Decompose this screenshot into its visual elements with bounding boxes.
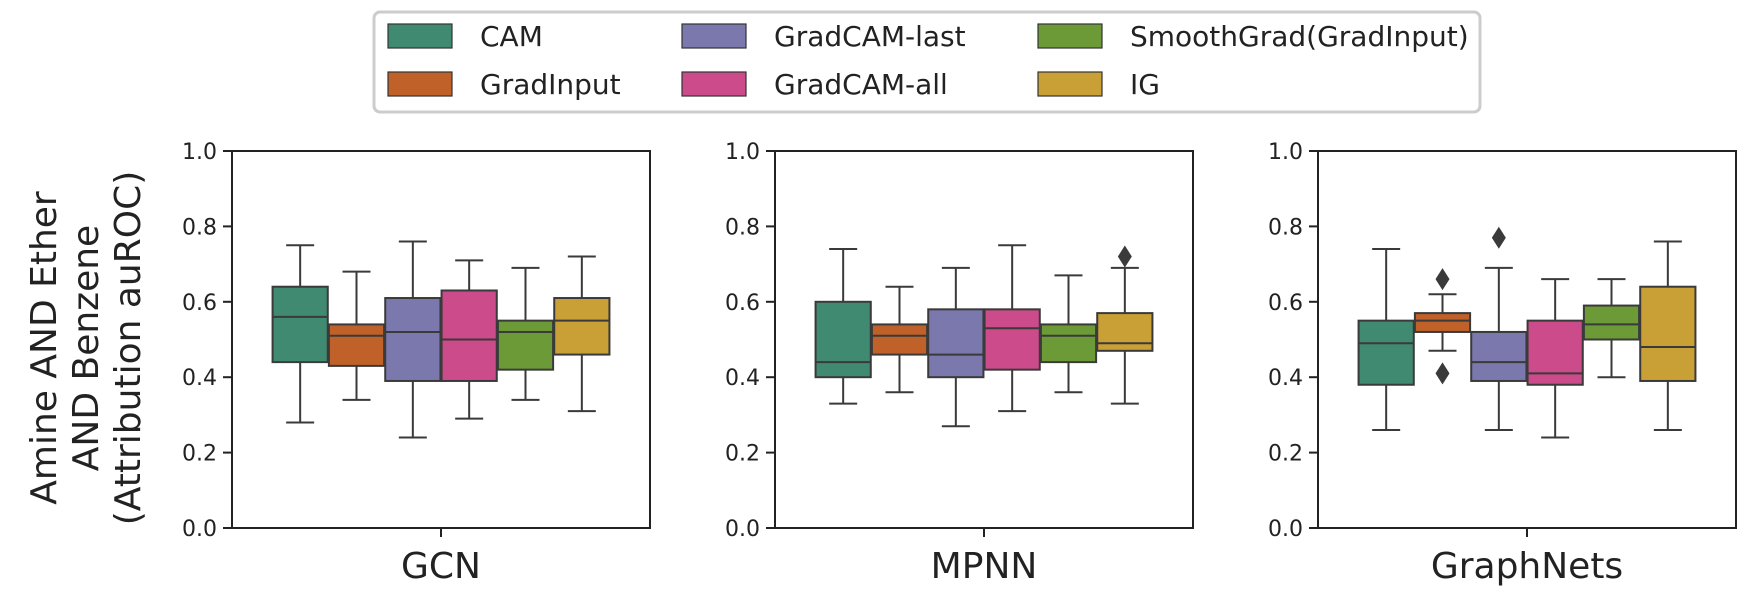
- y-tick-label: 0.6: [1268, 291, 1303, 316]
- box-iqr: [1582, 304, 1641, 341]
- outlier-point: [1435, 362, 1450, 385]
- box-iqr: [384, 297, 442, 382]
- y-tick-label: 0.0: [182, 517, 217, 542]
- box-gradinput: [1413, 268, 1472, 385]
- legend-item-smoothgrad-gradinput: SmoothGrad(GradInput): [1037, 20, 1469, 53]
- y-tick-label: 0.4: [182, 366, 217, 391]
- y-tick-label: 0.2: [725, 442, 760, 467]
- y-axis-label: Amine AND Ether AND Benzene (Attribution…: [24, 171, 149, 526]
- box-iqr: [1357, 319, 1415, 386]
- outlier-point: [1435, 268, 1450, 291]
- legend-label-smoothgrad-gradinput: SmoothGrad(GradInput): [1130, 20, 1469, 53]
- box-iqr: [1470, 330, 1528, 382]
- panel-mpnn: 0.0 0.2 0.4 0.6 0.8 1.0 MPNN: [725, 140, 1194, 587]
- x-tick-label-gcn: GCN: [401, 546, 481, 587]
- y-tick-label: 0.2: [182, 442, 217, 467]
- box-iqr: [1413, 312, 1472, 333]
- legend-swatch-cam: [387, 23, 453, 49]
- y-tick-label: 0.2: [1268, 442, 1303, 467]
- y-tick-label: 0.8: [182, 215, 217, 240]
- y-tick-label: 0.8: [1268, 215, 1303, 240]
- x-tick-label-graphnets: GraphNets: [1431, 546, 1623, 587]
- box-ig: [553, 255, 611, 413]
- legend-swatch-ig: [1037, 71, 1103, 97]
- y-axis-label-line-1: Amine AND Ether: [24, 191, 65, 505]
- legend-label-gradinput: GradInput: [480, 68, 621, 101]
- box-cam: [1357, 248, 1415, 431]
- box-smoothgrad-gradinput: [496, 266, 555, 401]
- y-axis-label-line-2: AND Benzene: [66, 225, 107, 471]
- box-gradcam-all: [983, 244, 1041, 413]
- box-iqr: [553, 297, 611, 356]
- legend-item-gradcam-all: GradCAM-all: [681, 68, 948, 101]
- y-tick-label: 0.0: [725, 517, 760, 542]
- box-iqr: [983, 308, 1041, 371]
- box-smoothgrad-gradinput: [1582, 278, 1641, 379]
- legend: CAM GradInput GradCAM-last GradCAM-all Smoot…: [372, 10, 1482, 114]
- box-iqr: [1039, 323, 1098, 364]
- legend-frame: [372, 10, 1482, 114]
- legend-item-gradcam-last: GradCAM-last: [681, 20, 966, 53]
- box-ig: [1096, 245, 1154, 405]
- legend-label-ig: IG: [1130, 68, 1160, 101]
- legend-item-ig: IG: [1037, 68, 1160, 101]
- box-iqr: [1526, 319, 1584, 386]
- legend-label-gradcam-all: GradCAM-all: [774, 68, 948, 101]
- outlier-point: [1491, 226, 1506, 249]
- box-gradcam-all: [440, 259, 498, 420]
- box-iqr: [927, 308, 985, 379]
- panel-graphnets: 0.0 0.2 0.4 0.6 0.8 1.0 GraphNets: [1268, 140, 1737, 587]
- y-tick-label: 0.6: [725, 291, 760, 316]
- outlier-point: [1117, 245, 1132, 268]
- box-gradcam-last: [927, 266, 985, 428]
- legend-item-gradinput: GradInput: [387, 68, 621, 101]
- box-iqr: [327, 323, 386, 367]
- legend-swatch-gradcam-all: [681, 71, 747, 97]
- box-cam: [271, 244, 329, 424]
- box-iqr: [1096, 312, 1154, 352]
- box-gradcam-last: [1470, 226, 1528, 431]
- y-tick-label: 0.6: [182, 291, 217, 316]
- y-tick-label: 0.4: [1268, 366, 1303, 391]
- panel-gcn: 0.0 0.2 0.4 0.6 0.8 1.0 GCN: [182, 140, 651, 587]
- box-iqr: [496, 319, 555, 371]
- y-axis-label-line-3: (Attribution auROC): [108, 171, 149, 526]
- y-tick-label: 1.0: [725, 140, 760, 165]
- box-gradinput: [327, 270, 386, 401]
- box-iqr: [271, 285, 329, 364]
- box-iqr: [814, 300, 872, 379]
- box-cam: [814, 248, 872, 405]
- box-iqr: [1639, 285, 1697, 382]
- y-tick-label: 0.8: [725, 215, 760, 240]
- y-tick-label: 0.0: [1268, 517, 1303, 542]
- box-gradcam-last: [384, 240, 442, 439]
- legend-swatch-smoothgrad-gradinput: [1037, 23, 1103, 49]
- box-gradcam-all: [1526, 278, 1584, 439]
- box-iqr: [440, 289, 498, 382]
- legend-swatch-gradcam-last: [681, 23, 747, 49]
- box-smoothgrad-gradinput: [1039, 274, 1098, 394]
- box-iqr: [870, 323, 929, 356]
- legend-label-cam: CAM: [480, 20, 543, 53]
- legend-item-cam: CAM: [387, 20, 543, 53]
- y-tick-label: 0.4: [725, 366, 760, 391]
- y-tick-label: 1.0: [1268, 140, 1303, 165]
- x-tick-label-mpnn: MPNN: [931, 546, 1038, 587]
- legend-swatch-gradinput: [387, 71, 453, 97]
- y-tick-label: 1.0: [182, 140, 217, 165]
- box-gradinput: [870, 285, 929, 394]
- legend-label-gradcam-last: GradCAM-last: [774, 20, 966, 53]
- box-ig: [1639, 240, 1697, 431]
